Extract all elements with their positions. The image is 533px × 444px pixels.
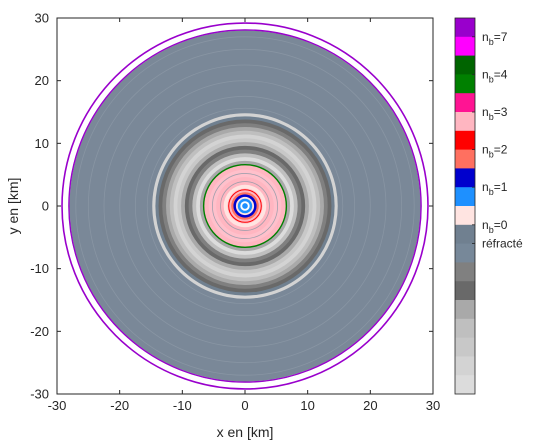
faint-ring-3 [119, 80, 371, 332]
faint-ring-0 [75, 36, 415, 376]
colorbar-label: nb=2 [482, 143, 508, 160]
colorbar-swatch [455, 281, 475, 301]
faint-ring-1 [87, 48, 403, 364]
colorbar-swatch [455, 18, 475, 38]
colorbar-swatch [455, 112, 475, 132]
x-tick-label: 0 [241, 398, 248, 413]
colorbar-label: nb=4 [482, 67, 508, 84]
y-axis-label: y en [km] [5, 178, 21, 235]
colorbar-swatch [455, 130, 475, 150]
colorbar-swatch [455, 243, 475, 263]
x-tick-label: -20 [110, 398, 129, 413]
colorbar-swatch [455, 337, 475, 357]
plot-area [61, 22, 429, 390]
outline-circle-2 [202, 163, 288, 249]
x-tick-label: 30 [426, 398, 440, 413]
outline-circle-0 [61, 22, 429, 390]
colorbar-swatch [455, 300, 475, 320]
colorbar-label: nb=1 [482, 180, 508, 197]
colorbar: nb=7 nb=4 nb=3 nb=2 nb=1 nb=0 réfracté [454, 17, 523, 395]
faint-ring-4 [134, 95, 356, 317]
x-tick-label: 10 [300, 398, 314, 413]
colorbar-swatch [455, 168, 475, 188]
colorbar-swatch [455, 375, 475, 395]
colorbar-swatch [455, 206, 475, 226]
colorbar-swatch [455, 93, 475, 113]
y-tick-label: -20 [30, 324, 49, 339]
colorbar-label: réfracté [482, 237, 523, 251]
colorbar-swatch [455, 149, 475, 169]
colorbar-swatch [455, 74, 475, 94]
y-tick-label: -30 [30, 387, 49, 402]
colorbar-label: nb=0 [482, 218, 508, 235]
y-tick-label: 0 [42, 199, 49, 214]
outline-circle-3 [228, 189, 262, 223]
outline-circle-1 [68, 29, 422, 383]
y-tick-label: 30 [35, 11, 49, 26]
colorbar-swatch [455, 187, 475, 207]
colorbar-swatch [455, 224, 475, 244]
colorbar-swatch [455, 356, 475, 376]
faint-ring-6 [220, 181, 270, 231]
faint-ring-5 [146, 107, 344, 305]
axis-ticks: -30 -20 -10 0 10 20 30 30 20 10 0 -10 -20 -30 [30, 11, 440, 414]
colorbar-frame [454, 17, 476, 395]
ring-26 [242, 203, 248, 209]
colorbar-label: nb=7 [482, 30, 508, 47]
x-tick-label: 20 [363, 398, 377, 413]
faint-ring-7 [212, 173, 278, 239]
x-tick-label: -10 [173, 398, 192, 413]
y-tick-label: 10 [35, 136, 49, 151]
x-tick-label: -30 [48, 398, 67, 413]
x-axis-label: x en [km] [217, 424, 274, 440]
colorbar-swatch [455, 55, 475, 75]
faint-ring-2 [103, 64, 387, 348]
colorbar-label: nb=3 [482, 105, 508, 122]
y-tick-label: -10 [30, 261, 49, 276]
colorbar-swatch [455, 318, 475, 338]
y-tick-label: 20 [35, 73, 49, 88]
colorbar-swatch [455, 262, 475, 282]
colorbar-swatch [455, 36, 475, 56]
